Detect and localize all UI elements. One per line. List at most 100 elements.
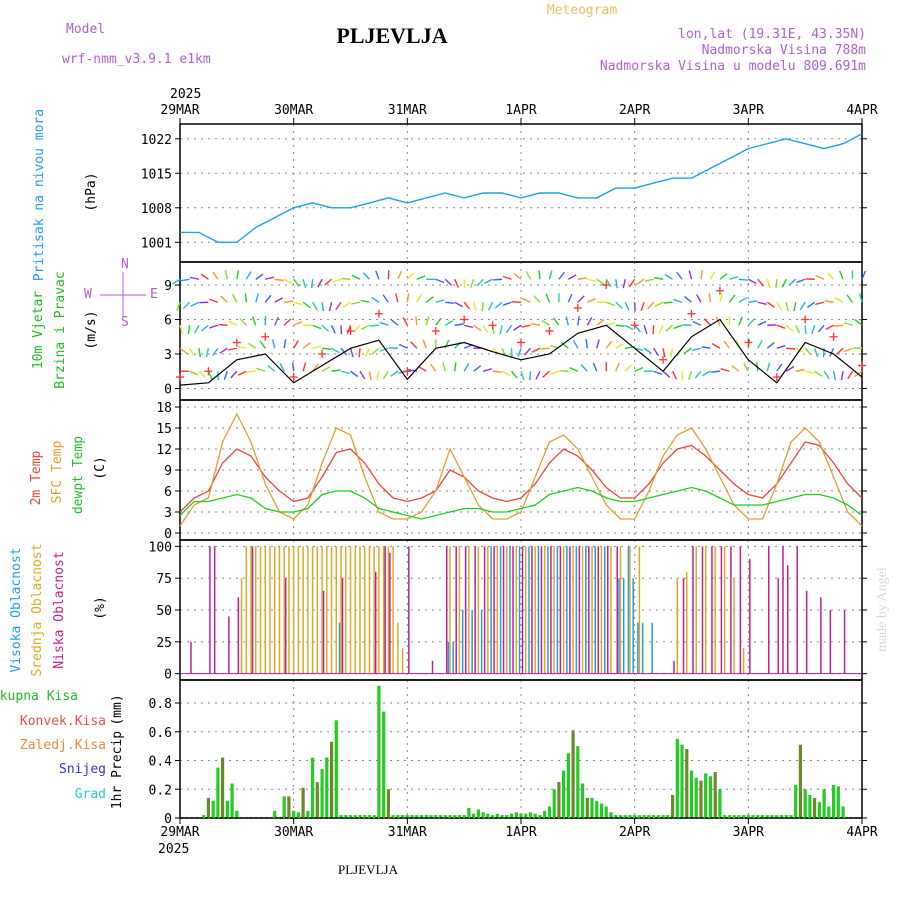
precip-bar: [798, 744, 802, 818]
y-tick-label: 100: [149, 540, 172, 555]
precip-bar: [604, 806, 608, 818]
wind-arrow: [622, 279, 626, 289]
precip-bar: [429, 815, 433, 818]
precip-bar: [448, 815, 452, 818]
wind-arrow: [634, 347, 644, 351]
wind-arrow: [605, 301, 615, 307]
wind-arrow: [834, 296, 844, 303]
wind-arrow: [369, 324, 379, 327]
wind-arrow: [232, 293, 238, 303]
wind-arrow: [476, 278, 484, 287]
wind-arrow: [815, 274, 825, 280]
wind-arrow: [444, 339, 450, 349]
wind-arrow: [256, 367, 266, 372]
precip-bar: [221, 757, 225, 818]
wind-arrow: [615, 301, 623, 309]
wind-arrow: [550, 370, 560, 375]
wind-arrow: [245, 271, 252, 280]
precip-bar: [230, 783, 234, 818]
precip-bar: [779, 815, 784, 818]
legend-conv: Konvek.Kisa: [20, 714, 106, 729]
wind-arrow: [463, 363, 470, 372]
precip-bar: [377, 685, 381, 819]
precip-bar: [708, 776, 712, 818]
wind-arrow: [364, 347, 371, 357]
wind-arrow: [766, 342, 775, 349]
precip-bar: [519, 813, 523, 818]
wind-arrow: [776, 324, 786, 329]
wind-arrow: [804, 347, 812, 356]
precip-bar: [832, 784, 836, 818]
wind-arrow: [454, 323, 464, 326]
precip-bar: [746, 815, 750, 818]
wind-arrow: [585, 339, 589, 349]
precip-ylabel: 1hr Precip: [110, 731, 125, 809]
precip-bar: [618, 815, 623, 818]
wind-arrow: [757, 320, 767, 326]
precip-bar: [481, 812, 485, 819]
wind-arrow: [219, 347, 228, 354]
wind-arrow: [703, 318, 711, 326]
precip-bar: [794, 784, 798, 818]
x-tick-label-top: 4APR: [846, 103, 877, 118]
wind-arrow: [279, 362, 285, 372]
wind-arrow: [684, 296, 692, 303]
wind-arrow: [709, 271, 716, 280]
wind-arrow: [596, 278, 605, 286]
wind-arrow: [587, 298, 596, 303]
wind-arrow: [738, 296, 747, 303]
wind-arrow: [839, 270, 844, 280]
model-name: wrf-nmm_v3.9.1 e1km: [62, 52, 211, 67]
x-tick-label-bottom: 30MAR: [274, 825, 313, 840]
temp-unit: (C): [93, 456, 108, 479]
model-label: Model: [66, 22, 105, 37]
wind-arrow: [658, 324, 664, 334]
compass-west: W: [84, 287, 92, 302]
wind-arrow: [212, 347, 219, 357]
wind-arrow: [321, 324, 330, 333]
wind-arrow: [785, 324, 794, 332]
y-tick-label: 18: [156, 401, 172, 416]
panel-frame: [179, 261, 863, 401]
wind-arrow: [322, 347, 332, 350]
wind-arrow: [292, 362, 295, 372]
wind-arrow: [302, 342, 311, 349]
x-tick-label-top: 31MAR: [388, 103, 427, 118]
wind-arrow: [341, 277, 351, 280]
wind-arrow: [293, 278, 300, 287]
precip-bar: [562, 770, 566, 818]
precip-bar: [770, 815, 774, 818]
wind-arrow: [350, 301, 361, 305]
wind-arrow: [224, 270, 229, 280]
wind-arrow: [375, 270, 380, 280]
wind-arrow: [834, 324, 844, 327]
precip-bar: [576, 746, 580, 818]
wind-arrow: [218, 323, 228, 326]
wind-arrow: [212, 271, 219, 280]
wind-arrow: [505, 324, 513, 334]
precip-bar: [292, 810, 296, 818]
legend-hail: Grad: [75, 787, 106, 802]
wind-arrow: [267, 364, 276, 372]
wind-arrow: [817, 324, 825, 333]
wind-arrow: [529, 371, 532, 381]
wind-arrow: [272, 339, 276, 349]
precip-bar: [282, 796, 286, 818]
wind-arrow: [647, 301, 655, 310]
wind-arrow: [653, 370, 663, 375]
wind-arrow: [317, 278, 323, 288]
wind-arrow: [435, 317, 442, 326]
wind-arrow: [230, 370, 238, 379]
pressure-unit: (hPa): [84, 172, 99, 211]
wind-arrow: [209, 324, 219, 329]
wind-arrow: [814, 370, 823, 377]
wind-barbs: [172, 270, 867, 381]
precip-bar: [211, 800, 215, 819]
precip-bar: [552, 789, 556, 819]
legend-snow: Snijeg: [59, 762, 106, 777]
precip-bar: [410, 815, 414, 818]
wind-arrow: [284, 300, 294, 303]
temp-line-1: [179, 412, 863, 527]
wind-arrow: [406, 272, 415, 280]
